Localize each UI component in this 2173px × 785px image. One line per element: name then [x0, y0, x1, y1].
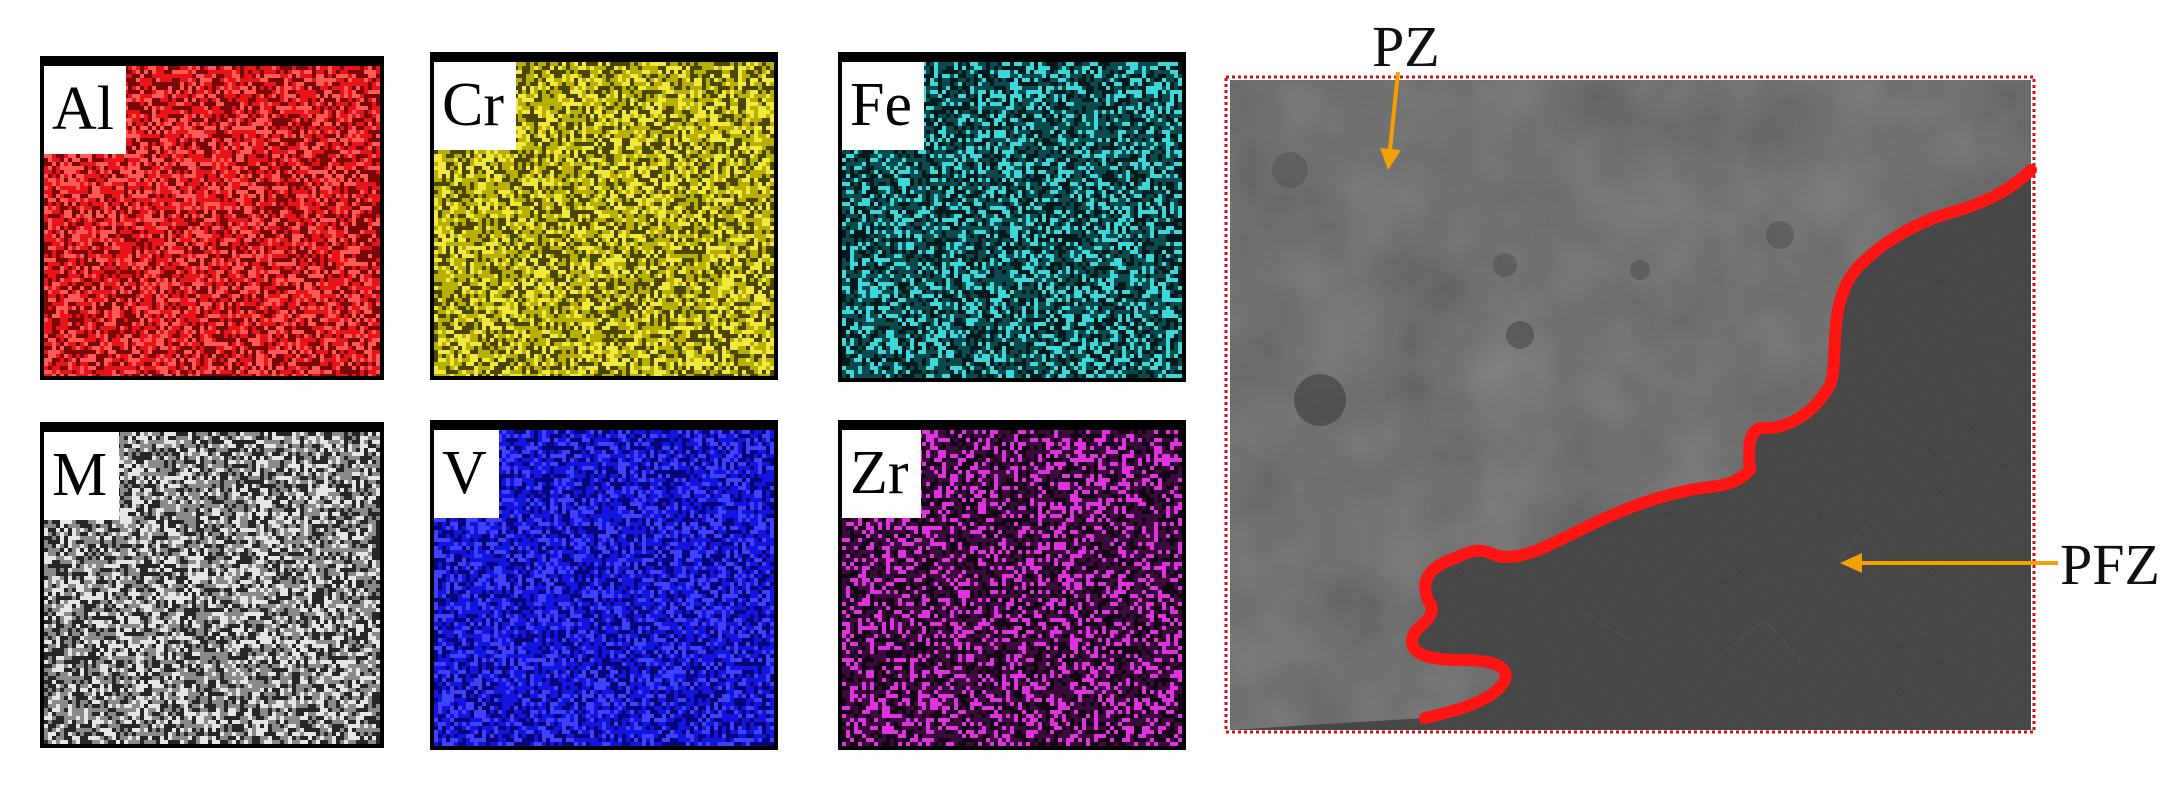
pz-label: PZ — [1372, 14, 1440, 79]
cr-element-map: Cr — [430, 52, 778, 380]
pfz-arrow — [1840, 553, 2058, 573]
fe-element-map: Fe — [838, 52, 1186, 382]
micrograph-panel — [1220, 0, 2173, 785]
v-element-map: V — [430, 420, 778, 750]
v-map-label: V — [434, 430, 499, 518]
fe-map-label: Fe — [842, 62, 924, 150]
m-map-label: M — [44, 432, 120, 520]
cr-map-label: Cr — [434, 62, 516, 150]
pfz-label: PFZ — [2060, 532, 2160, 597]
zr-element-map: Zr — [838, 420, 1186, 750]
micrograph-image — [1224, 71, 2058, 734]
v-noise-texture — [434, 430, 774, 746]
al-noise-texture — [44, 66, 380, 376]
al-map-label: Al — [44, 66, 126, 154]
pz-arrow — [1380, 71, 1401, 170]
pz-pfz-boundary-line — [1406, 164, 2037, 724]
m-element-map: M — [40, 422, 384, 748]
micrograph-frame — [1224, 75, 2036, 734]
scratch-marks — [1579, 519, 1871, 661]
zr-map-label: Zr — [842, 430, 921, 518]
al-element-map: Al — [40, 56, 384, 380]
